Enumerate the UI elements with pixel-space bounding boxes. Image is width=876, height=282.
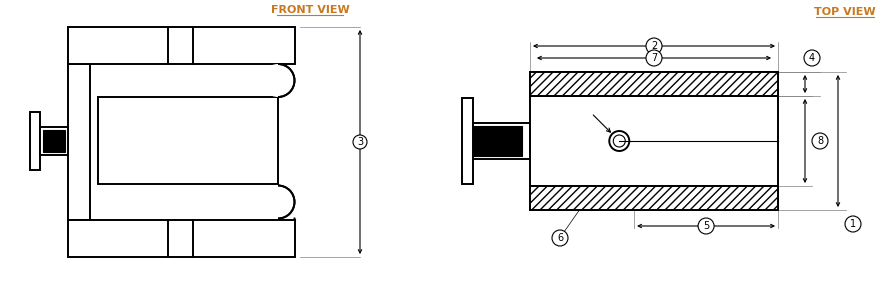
Circle shape: [804, 50, 820, 66]
Bar: [40, 127, 68, 155]
Bar: [43, 130, 65, 152]
Bar: [530, 72, 778, 96]
Text: FRONT VIEW: FRONT VIEW: [271, 5, 350, 15]
Text: 7: 7: [651, 53, 657, 63]
Text: 4: 4: [809, 53, 815, 63]
Circle shape: [845, 216, 861, 232]
Bar: [98, 97, 278, 184]
Circle shape: [552, 230, 568, 246]
Wedge shape: [262, 186, 278, 219]
Circle shape: [646, 38, 662, 54]
Text: 2: 2: [651, 41, 657, 51]
Bar: [530, 72, 778, 210]
Bar: [462, 98, 473, 184]
Wedge shape: [262, 64, 278, 97]
Text: 6: 6: [557, 233, 563, 243]
Circle shape: [698, 218, 714, 234]
Text: 5: 5: [703, 221, 710, 231]
Bar: [30, 112, 40, 170]
Circle shape: [353, 135, 367, 149]
Bar: [68, 27, 295, 64]
Text: 8: 8: [817, 136, 823, 146]
Bar: [473, 126, 522, 156]
Text: 1: 1: [850, 219, 856, 229]
Circle shape: [646, 50, 662, 66]
Circle shape: [812, 133, 828, 149]
Text: T: T: [160, 0, 170, 1]
Bar: [68, 220, 295, 257]
Text: TOP VIEW: TOP VIEW: [814, 7, 876, 17]
Bar: [68, 64, 90, 220]
Text: 3: 3: [357, 137, 363, 147]
Bar: [530, 186, 778, 210]
